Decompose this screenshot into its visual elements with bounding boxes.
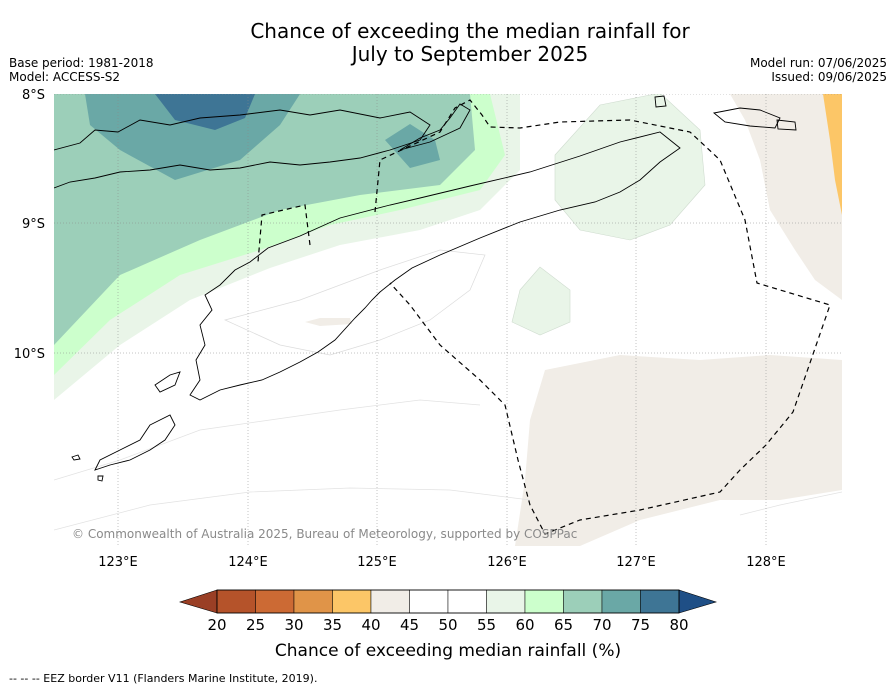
contour-40-45-south [515,355,842,546]
meta-right: Model run: 07/06/2025 Issued: 09/06/2025 [750,56,887,84]
copyright-text: © Commonwealth of Australia 2025, Bureau… [72,527,577,541]
title-line-2: July to September 2025 [351,42,589,66]
model-name: Model: ACCESS-S2 [9,70,121,84]
small-island-3 [776,119,797,131]
colorbar: 20 25 30 35 40 45 50 55 60 65 70 75 80 [178,589,718,634]
lon-label: 125°E [357,555,397,570]
contour-70-75 [85,94,300,180]
colorbar-tick-label: 55 [477,616,496,634]
colorbar-under-arrow [178,589,218,614]
island-outline [399,103,471,151]
colorbar-tick-label: 30 [284,616,303,634]
contour-line-4 [739,491,842,516]
colorbar-tick-label: 25 [246,616,265,634]
contour-line [223,249,486,356]
colorbar-swatch [409,589,449,614]
colorbar-swatch [486,589,526,614]
lon-label: 126°E [487,555,527,570]
base-period: Base period: 1981-2018 [9,56,154,70]
lon-label: 123°E [98,555,138,570]
colorbar-tick-label: 65 [554,616,573,634]
lat-label: 10°S [14,347,45,362]
colorbar-title: Chance of exceeding median rainfall (%) [274,641,622,661]
eez-border [257,99,831,535]
contour-70-75-small [385,124,440,168]
colorbar-tick-label: 20 [207,616,226,634]
colorbar-tick-label: 75 [631,616,650,634]
footer-note: -- -- -- EEZ border V11 (Flanders Marine… [9,672,318,685]
contour-55-60-east [554,94,706,241]
colorbar-tick-label: 60 [515,616,534,634]
small-island-1 [71,454,81,461]
map-area: © Commonwealth of Australia 2025, Bureau… [54,94,842,546]
lon-labels: 123°E 124°E 125°E 126°E 127°E 128°E [98,555,786,570]
colorbar-tick-label: 50 [438,616,457,634]
map-title: Chance of exceeding the median rainfall … [0,20,896,66]
colorbar-tick-label: 35 [323,616,342,634]
meta-left: Base period: 1981-2018 Model: ACCESS-S2 [9,56,154,84]
rote-island [94,414,176,471]
model-run: Model run: 07/06/2025 [749,56,887,70]
colorbar-swatch [293,589,333,614]
contour-40-45-small [305,318,352,326]
contour-55-60-center [511,266,571,336]
lon-label: 128°E [746,555,786,570]
colorbar-swatch [255,589,295,614]
colorbar-over-arrow [678,589,718,614]
small-island-4 [654,95,667,108]
title-line-1: Chance of exceeding the median rainfall … [250,19,690,43]
lat-labels: 8°S 9°S 10°S [14,88,45,362]
colorbar-tick-label: 40 [361,616,380,634]
colorbar-swatch [216,589,256,614]
colorbar-swatch [601,589,641,614]
colorbar-tick-label: 45 [400,616,419,634]
timor-coast [189,131,681,401]
contour-line-3 [54,487,531,531]
sawu-island [154,371,181,393]
contour-40-45-east [730,94,842,300]
colorbar-swatch [447,589,487,614]
contour-35-40 [823,94,842,215]
lon-label: 127°E [616,555,656,570]
lat-label: 9°S [22,217,45,232]
coastlines [54,95,797,482]
colorbar-swatch [563,589,603,614]
lon-label: 124°E [228,555,268,570]
contour-75-80 [155,94,255,130]
contour-line-2 [54,399,481,481]
flores-coast [54,109,431,189]
colorbar-tick-label: 70 [592,616,611,634]
issued-date: Issued: 09/06/2025 [771,70,887,84]
colorbar-swatch [524,589,564,614]
colorbar-tick-label: 80 [669,616,688,634]
lat-label: 8°S [22,88,45,103]
colorbar-swatch [640,589,680,614]
small-island-2 [97,475,104,482]
colorbar-swatch [332,589,372,614]
colorbar-swatch [370,589,410,614]
gridlines [54,94,842,546]
